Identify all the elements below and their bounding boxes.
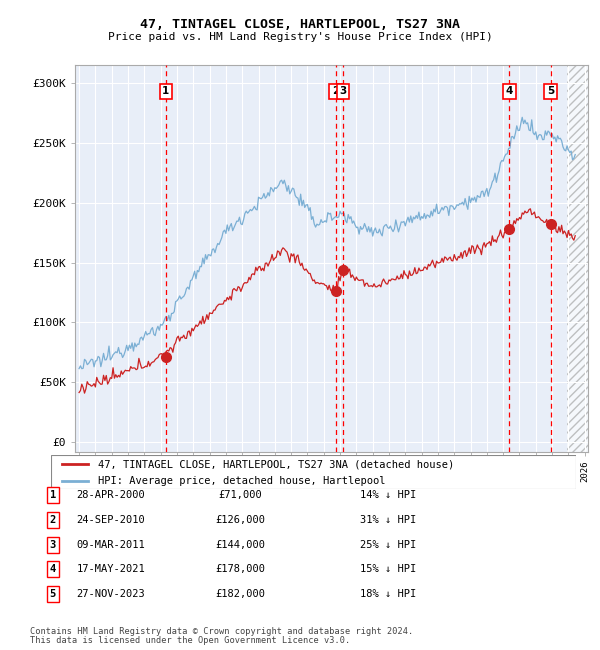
- Bar: [567, 65, 588, 452]
- Text: £178,000: £178,000: [215, 564, 265, 575]
- Text: £126,000: £126,000: [215, 515, 265, 525]
- Text: 28-APR-2000: 28-APR-2000: [77, 490, 145, 501]
- Text: £71,000: £71,000: [218, 490, 262, 501]
- Text: 15% ↓ HPI: 15% ↓ HPI: [360, 564, 416, 575]
- Text: 4: 4: [50, 564, 56, 575]
- Text: This data is licensed under the Open Government Licence v3.0.: This data is licensed under the Open Gov…: [30, 636, 350, 645]
- Text: 2: 2: [50, 515, 56, 525]
- Text: HPI: Average price, detached house, Hartlepool: HPI: Average price, detached house, Hart…: [98, 476, 386, 486]
- Text: 47, TINTAGEL CLOSE, HARTLEPOOL, TS27 3NA (detached house): 47, TINTAGEL CLOSE, HARTLEPOOL, TS27 3NA…: [98, 460, 455, 469]
- Text: 4: 4: [506, 86, 513, 96]
- Text: 25% ↓ HPI: 25% ↓ HPI: [360, 540, 416, 550]
- Text: Price paid vs. HM Land Registry's House Price Index (HPI): Price paid vs. HM Land Registry's House …: [107, 32, 493, 42]
- Text: 24-SEP-2010: 24-SEP-2010: [77, 515, 145, 525]
- Text: 1: 1: [50, 490, 56, 501]
- Text: 14% ↓ HPI: 14% ↓ HPI: [360, 490, 416, 501]
- Text: Contains HM Land Registry data © Crown copyright and database right 2024.: Contains HM Land Registry data © Crown c…: [30, 627, 413, 636]
- Text: 5: 5: [547, 86, 554, 96]
- Text: 3: 3: [340, 86, 347, 96]
- Text: 09-MAR-2011: 09-MAR-2011: [77, 540, 145, 550]
- Text: 17-MAY-2021: 17-MAY-2021: [77, 564, 145, 575]
- Text: 47, TINTAGEL CLOSE, HARTLEPOOL, TS27 3NA: 47, TINTAGEL CLOSE, HARTLEPOOL, TS27 3NA: [140, 18, 460, 31]
- Text: 18% ↓ HPI: 18% ↓ HPI: [360, 589, 416, 599]
- Text: 2: 2: [332, 86, 339, 96]
- Text: 3: 3: [50, 540, 56, 550]
- Text: 31% ↓ HPI: 31% ↓ HPI: [360, 515, 416, 525]
- Text: 1: 1: [162, 86, 169, 96]
- Text: 5: 5: [50, 589, 56, 599]
- Text: £182,000: £182,000: [215, 589, 265, 599]
- Text: 27-NOV-2023: 27-NOV-2023: [77, 589, 145, 599]
- Text: £144,000: £144,000: [215, 540, 265, 550]
